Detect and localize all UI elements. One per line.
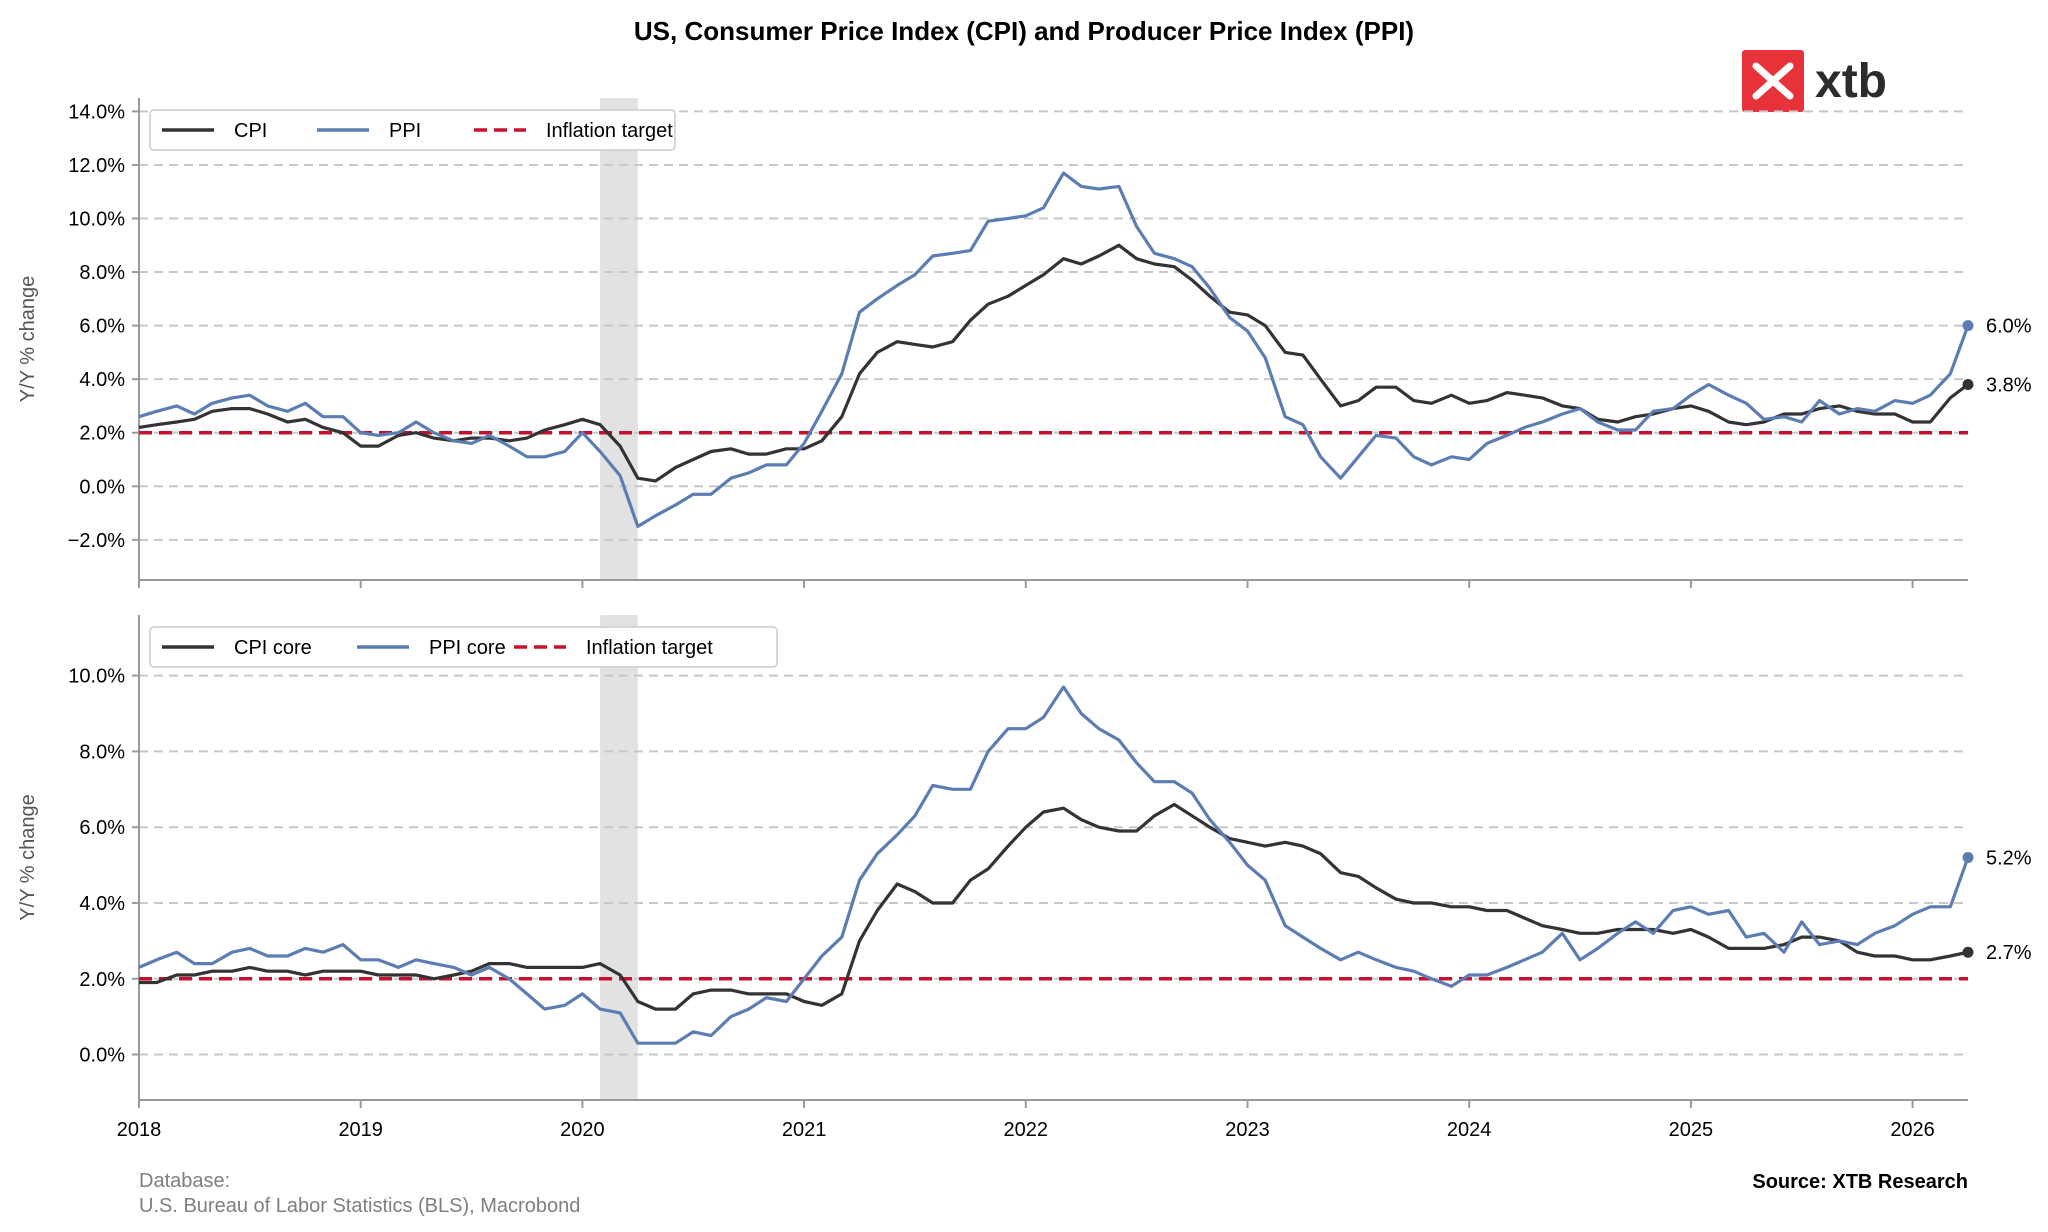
y-tick-label: 2.0% <box>79 423 125 445</box>
y-tick-label: 8.0% <box>79 741 125 763</box>
series-end-point <box>1962 946 1974 958</box>
series-end-point <box>1962 320 1974 332</box>
legend: CPI PPI Inflation target <box>149 109 676 151</box>
series-end-label: 6.0% <box>1986 316 2032 338</box>
x-tick-label: 2024 <box>1447 1119 1492 1141</box>
x-tick-label: 2022 <box>1004 1119 1049 1141</box>
y-tick-label: 12.0% <box>68 155 125 177</box>
chart-panel-core: 0.0% 2.0% 4.0% 6.0% 8.0% 10.0% 2018 2019 2020 202… <box>17 615 2032 1141</box>
y-tick-label: 10.0% <box>68 209 125 231</box>
brand-logo: xtb <box>1742 50 1887 112</box>
y-tick-label: 0.0% <box>79 1045 125 1067</box>
x-tick-label: 2026 <box>1890 1119 1935 1141</box>
series-line-ppi <box>138 171 1970 528</box>
x-tick-label: 2020 <box>560 1119 605 1141</box>
x-tick-label: 2019 <box>338 1119 383 1141</box>
series-end-label: 2.7% <box>1986 942 2032 964</box>
x-tick-label: 2023 <box>1225 1119 1270 1141</box>
recession-shade <box>600 98 638 580</box>
brand-x-icon <box>1752 62 1794 100</box>
page-title: US, Consumer Price Index (CPI) and Produ… <box>634 16 1414 46</box>
database-label: Database: <box>139 1170 230 1192</box>
y-tick-label: 4.0% <box>79 893 125 915</box>
y-tick-label: 0.0% <box>79 476 125 498</box>
legend-label: PPI core <box>429 637 506 659</box>
brand-name: xtb <box>1815 55 1887 108</box>
y-tick-label: −2.0% <box>68 530 125 552</box>
series-line-ppi-core <box>138 685 1970 1045</box>
legend-label: CPI core <box>234 637 312 659</box>
legend: CPI core PPI core Inflation target <box>149 626 778 668</box>
y-axis-label: Y/Y % change <box>17 794 39 920</box>
x-tick-label: 2018 <box>117 1119 162 1141</box>
series-line-cpi <box>138 243 1969 483</box>
legend-label: CPI <box>234 120 267 142</box>
legend-label: Inflation target <box>546 120 673 142</box>
series-end-point <box>1962 852 1974 863</box>
source-label: Source: XTB Research <box>1752 1171 1968 1193</box>
y-tick-label: 14.0% <box>68 101 125 123</box>
y-tick-label: 8.0% <box>79 262 125 284</box>
y-tick-label: 4.0% <box>79 369 125 391</box>
legend-box <box>149 109 676 151</box>
series-line-cpi-core <box>139 802 1969 1011</box>
database-value: U.S. Bureau of Labor Statistics (BLS), M… <box>139 1195 580 1217</box>
y-tick-label: 6.0% <box>79 316 125 338</box>
legend-label: PPI <box>389 120 421 142</box>
x-tick-label: 2021 <box>782 1119 827 1141</box>
chart-panel-cpi-ppi: −2.0% 0.0% 2.0% 4.0% 6.0% 8.0% 10.0% 12.0% 14.0%… <box>17 98 2032 588</box>
y-axis-label: Y/Y % change <box>17 276 39 402</box>
legend-box <box>149 626 778 668</box>
x-tick-label: 2025 <box>1669 1119 1714 1141</box>
y-tick-label: 2.0% <box>79 969 125 991</box>
series-end-point <box>1962 379 1974 391</box>
recession-shade <box>600 615 638 1100</box>
series-end-label: 5.2% <box>1986 848 2032 870</box>
y-tick-label: 6.0% <box>79 817 125 839</box>
y-tick-label: 10.0% <box>68 666 125 688</box>
legend-label: Inflation target <box>586 637 713 659</box>
series-end-label: 3.8% <box>1986 375 2032 397</box>
